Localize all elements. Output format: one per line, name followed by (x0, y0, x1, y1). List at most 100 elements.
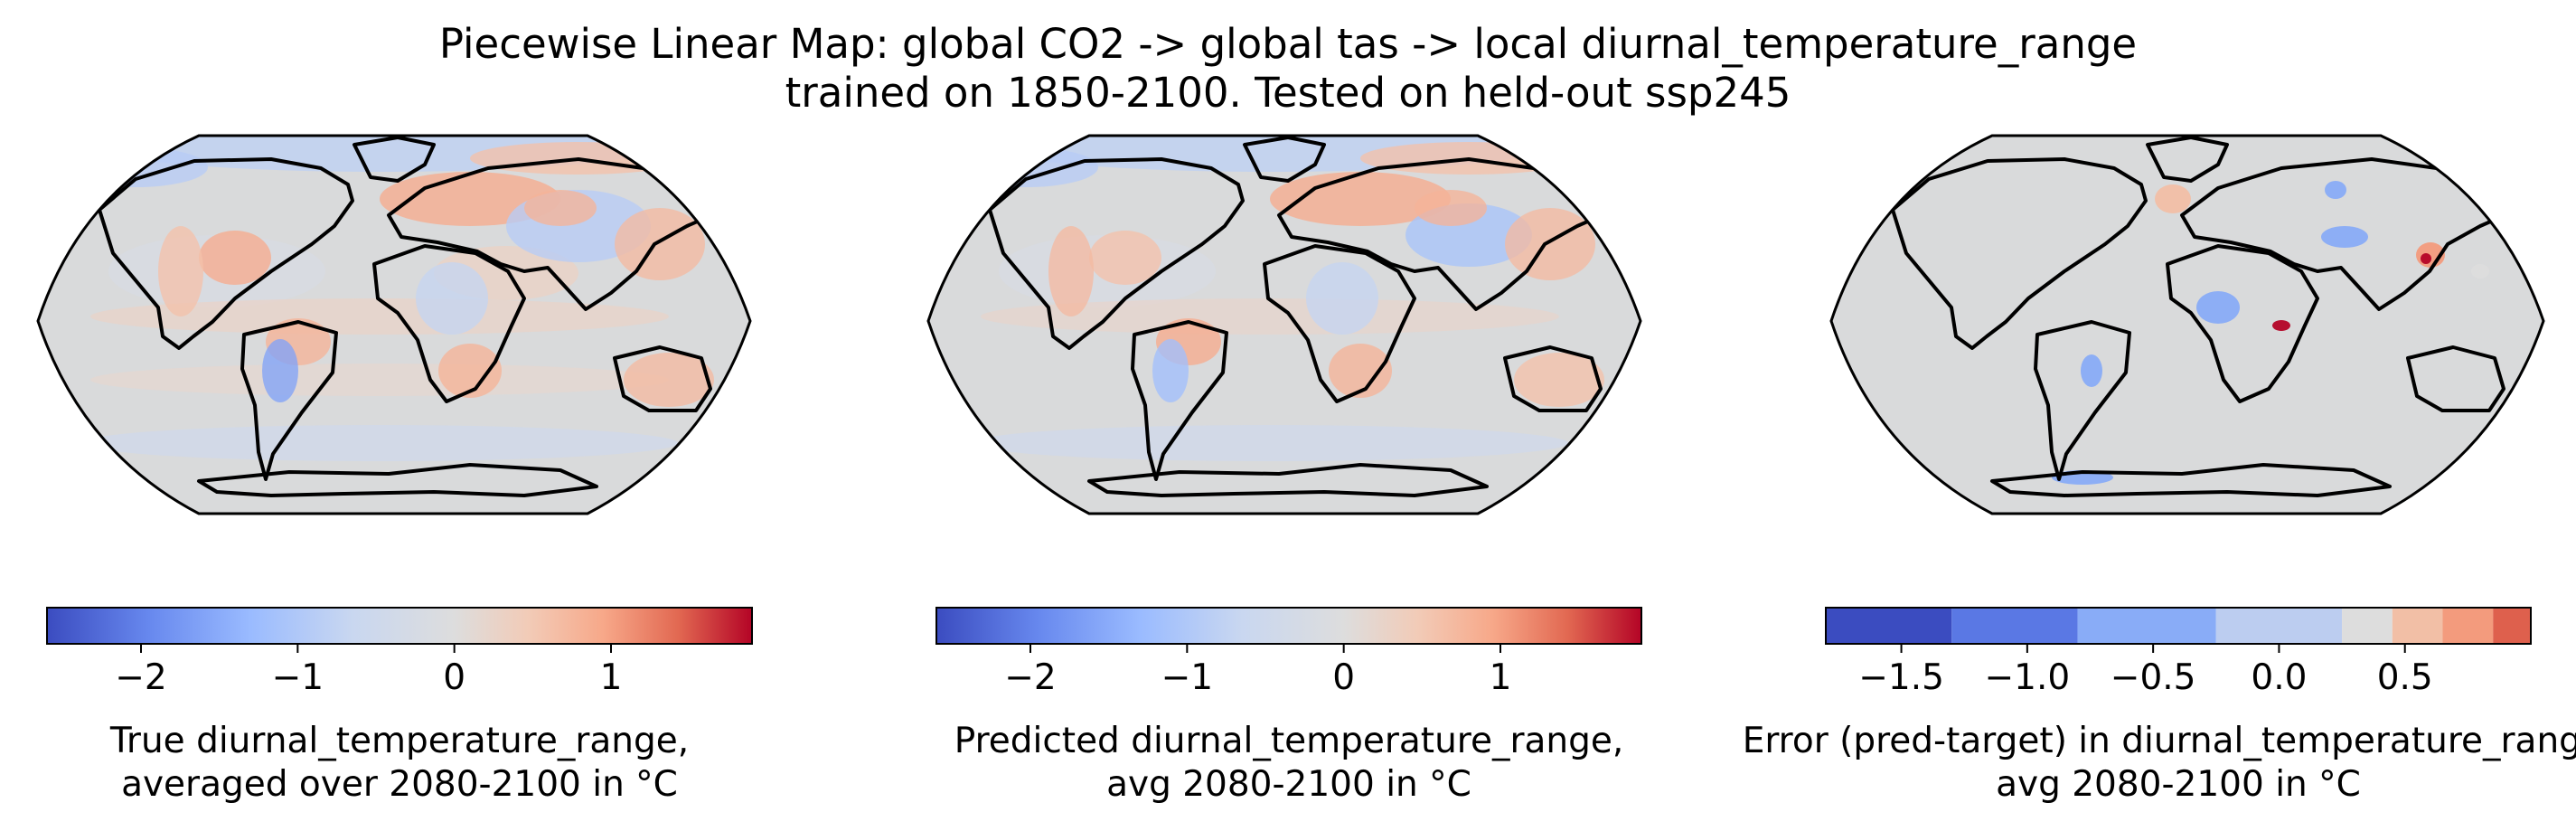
map-border (926, 134, 1642, 515)
coastline-africa (372, 244, 526, 403)
coastline-eurasia (1277, 157, 1615, 311)
colorbar-tick-label: −2 (1004, 657, 1057, 698)
colorbar-label-line2: avg 2080-2100 in °C (1996, 764, 2361, 805)
colorbar-3: −1.5 −1.0 −0.5 0.0 0.5 Error (pred-target) in… (1743, 607, 2576, 805)
data-region-17 (1415, 190, 1487, 226)
data-region-16 (1514, 353, 1604, 407)
colorbar-segment (1826, 608, 1952, 644)
coastline-australia (613, 345, 712, 412)
data-region-16 (416, 262, 488, 335)
colorbar-label-line2: avg 2080-2100 in °C (1106, 764, 1471, 805)
data-region-7 (2155, 184, 2191, 213)
data-region-11 (199, 231, 271, 285)
data-region-3 (2272, 320, 2290, 331)
colorbar-segment (2342, 608, 2393, 644)
colorbar-tick-label: 1 (1490, 657, 1512, 698)
coastline-samerica (1131, 320, 1228, 481)
coastline-greenland (353, 136, 436, 183)
data-region-13 (1505, 208, 1595, 280)
coastline-antarctica (1990, 463, 2392, 497)
data-region-8 (90, 364, 669, 396)
data-region-4 (2321, 226, 2368, 248)
map-border (36, 134, 752, 515)
coastlines (98, 136, 725, 497)
figure-title-line2: trained on 1850-2100. Tested on held-out… (785, 69, 1791, 117)
colorbar-tick-label: −1 (272, 657, 324, 698)
colorbar-frame (1825, 607, 2532, 645)
colorbar-tick-label: 0 (1332, 657, 1355, 698)
colorbar-tick-label: 0 (443, 657, 465, 698)
coastline-eurasia (2180, 157, 2518, 311)
coastline-greenland (1243, 136, 1326, 183)
colorbar-tick-label: 0.0 (2251, 657, 2307, 698)
colorbar-segment (1951, 608, 2078, 644)
data-region-14 (1306, 262, 1378, 335)
colorbar-frame (935, 607, 1642, 645)
coastline-australia (2406, 345, 2505, 412)
data-field (2052, 181, 2489, 485)
data-region-6 (90, 298, 669, 335)
data-region-15 (1329, 344, 1392, 398)
colorbar-label-line1: Error (pred-target) in diurnal_temperatu… (1743, 721, 2576, 761)
colorbar-tick-label: −1.5 (1858, 657, 1944, 698)
coastline-africa (2166, 244, 2319, 403)
colorbar-tick-label: −1.0 (1985, 657, 2071, 698)
colorbar-2: −2 −1 0 1 Predicted diurnal_temperature_rang… (935, 607, 1642, 805)
colorbar-tick-label: −1 (1161, 657, 1214, 698)
data-region-9 (2325, 181, 2346, 199)
coastline-antarctica (1087, 463, 1489, 497)
colorbar-label-line1: Predicted diurnal_temperature_range, (954, 721, 1624, 761)
data-region-12 (158, 226, 203, 316)
data-region-7 (81, 425, 678, 461)
data-region-19 (524, 190, 597, 226)
data-region-18 (624, 353, 714, 407)
figure-title-line1: Piecewise Linear Map: global CO2 -> glob… (438, 20, 2138, 68)
colorbar-tick-label: 1 (600, 657, 623, 698)
data-region-11 (1270, 172, 1451, 226)
coastlines (1891, 136, 2518, 497)
map-panel-3 (1829, 134, 2545, 515)
coastline-samerica (240, 320, 338, 481)
coastlines (988, 136, 1615, 497)
data-region-15 (615, 208, 705, 280)
map-panel-1 (36, 134, 752, 515)
coastline-namerica (98, 157, 354, 350)
coastline-australia (1503, 345, 1603, 412)
coastline-samerica (2034, 320, 2131, 481)
colorbar-gradient (47, 608, 752, 644)
data-region-9 (1089, 231, 1161, 285)
data-region-10 (1048, 226, 1094, 316)
coastline-namerica (1891, 157, 2148, 350)
colorbar-segment (2215, 608, 2343, 644)
colorbar-tick-label: 0.5 (2377, 657, 2433, 698)
data-region-17 (438, 344, 502, 398)
map-panel-2 (926, 134, 1642, 515)
colorbar-label-line1: True diurnal_temperature_range, (109, 721, 689, 761)
data-region-10 (2471, 264, 2489, 279)
data-region-6 (2081, 354, 2102, 387)
colorbar-frame (46, 607, 753, 645)
coastline-eurasia (387, 157, 725, 311)
map-background (1831, 136, 2543, 514)
colorbar-1: −2 −1 0 1 True diurnal_temperature_range,ave… (46, 607, 753, 805)
data-region-5 (2196, 291, 2240, 324)
coastline-greenland (2146, 136, 2229, 183)
colorbar-segment (2442, 608, 2494, 644)
colorbar-gradient (936, 608, 1641, 644)
colorbar-tick-label: −2 (115, 657, 167, 698)
data-region-8 (1152, 339, 1189, 402)
map-border (1829, 134, 2545, 515)
colorbar-tick-label: −0.5 (2111, 657, 2196, 698)
coastline-antarctica (197, 463, 598, 497)
colorbar-segment (2392, 608, 2443, 644)
coastline-namerica (988, 157, 1245, 350)
data-region-10 (262, 339, 298, 402)
data-region-2 (2421, 253, 2431, 264)
colorbar-segment (2077, 608, 2216, 644)
coastline-africa (1263, 244, 1416, 403)
colorbar-label-line2: averaged over 2080-2100 in °C (121, 764, 678, 805)
colorbar-segment (2493, 608, 2531, 644)
data-region-6 (972, 425, 1568, 461)
data-region-5 (981, 298, 1559, 335)
